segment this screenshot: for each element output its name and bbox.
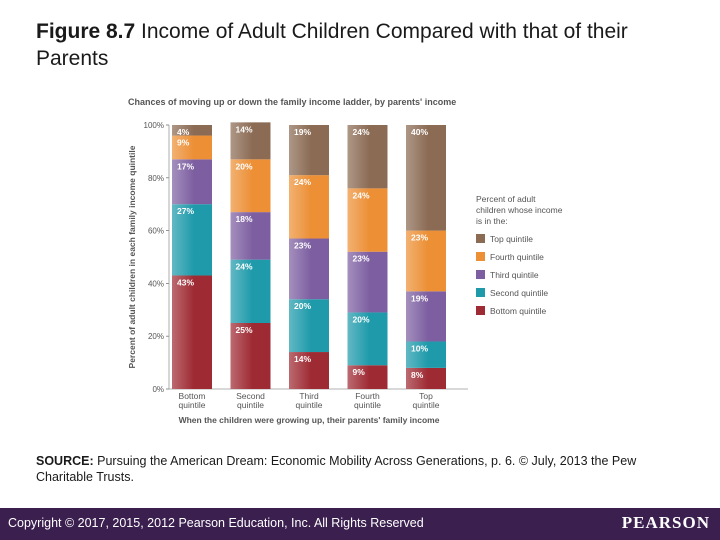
x-tick-label: Third [299,391,319,401]
bar-segment [347,365,388,389]
data-label: 20% [294,301,311,311]
legend-swatch [476,252,485,261]
bar-segment [289,352,329,389]
bar-segment [347,312,388,366]
copyright-text: Copyright © 2017, 2015, 2012 Pearson Edu… [8,516,424,530]
chart-title: Chances of moving up or down the family … [128,97,456,107]
data-label: 24% [294,177,311,187]
bar-segment [172,135,212,160]
y-tick-label: 20% [148,332,164,341]
legend-swatch [476,306,485,315]
data-label: 9% [177,138,190,148]
x-tick-label: Top [419,391,433,401]
figure-caption: Income of Adult Children Compared with t… [36,20,628,70]
slide-title: Figure 8.7 Income of Adult Children Comp… [36,18,696,72]
bar-segment [347,188,388,252]
x-tick-label: quintile [354,400,381,410]
data-label: 40% [411,127,428,137]
stacked-bar-chart: Chances of moving up or down the family … [127,97,563,425]
legend-swatch [476,234,485,243]
pearson-logo: PEARSON [621,513,710,532]
bar-segment [230,212,271,260]
legend-swatch [476,288,485,297]
x-tick-label: quintile [237,400,264,410]
data-label: 19% [294,127,311,137]
data-label: 20% [236,161,253,171]
bar-segment [347,125,388,189]
data-label: 20% [353,314,370,324]
y-axis-label: Percent of adult children in each family… [127,145,137,368]
y-tick-label: 100% [144,121,164,130]
bar-segment [289,238,329,300]
data-label: 19% [411,293,428,303]
bar-segment [172,159,212,205]
x-tick-label: quintile [179,400,206,410]
bar-segment [172,204,212,276]
bar-segment [289,125,329,176]
bar-segment [406,291,446,342]
bar-segment [406,125,446,231]
figure-number: Figure 8.7 [36,20,136,43]
y-tick-label: 0% [152,385,164,394]
legend-label: Top quintile [490,234,533,244]
x-tick-label: quintile [296,400,323,410]
data-label: 43% [177,277,194,287]
legend-label: Bottom quintile [490,306,546,316]
legend-label: Third quintile [490,270,539,280]
source-note: SOURCE: Pursuing the American Dream: Eco… [36,453,696,485]
legend-label: Fourth quintile [490,252,544,262]
bar-segment [230,323,271,389]
legend-title: Percent of adult children whose income is … [476,194,563,226]
bar-segment [406,367,446,389]
source-text: Pursuing the American Dream: Economic Mo… [36,454,637,484]
y-tick-label: 60% [148,227,164,236]
legend-swatch [476,270,485,279]
data-label: 23% [353,254,370,264]
bar-segment [289,299,329,353]
x-tick-label: quintile [413,400,440,410]
data-label: 17% [177,161,194,171]
data-label: 24% [353,127,370,137]
bar-segment [172,125,212,136]
data-label: 8% [411,370,424,380]
data-label: 24% [353,190,370,200]
data-label: 10% [411,343,428,353]
data-label: 25% [236,325,253,335]
bar-segment [230,159,271,213]
data-label: 14% [236,124,253,134]
bar-segment [172,275,212,389]
bar-segment [289,175,329,239]
data-label: 23% [411,233,428,243]
x-tick-label: Fourth [355,391,380,401]
data-label: 24% [236,262,253,272]
x-axis-label: When the children were growing up, their… [179,415,440,425]
bar-segment [406,341,446,368]
y-tick-label: 80% [148,174,164,183]
data-label: 9% [353,367,366,377]
data-label: 23% [294,241,311,251]
bar-segment [230,122,271,160]
bar-segment [347,251,388,313]
footer-bar: Copyright © 2017, 2015, 2012 Pearson Edu… [0,508,720,540]
y-tick-label: 40% [148,279,164,288]
x-tick-label: Second [236,391,265,401]
legend-label: Second quintile [490,288,548,298]
data-label: 18% [236,214,253,224]
data-label: 14% [294,354,311,364]
bar-segment [406,230,446,292]
x-tick-label: Bottom [179,391,206,401]
data-label: 27% [177,206,194,216]
data-label: 4% [177,127,190,137]
bar-segment [230,259,271,323]
source-label: SOURCE: [36,454,94,468]
